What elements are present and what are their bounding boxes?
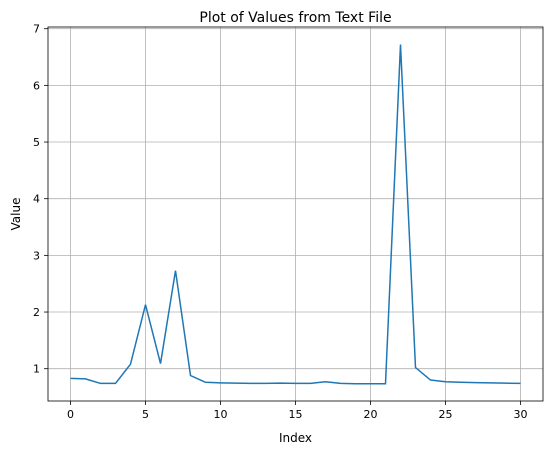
y-tick-label: 1 <box>33 363 40 376</box>
x-axis-ticks: 0 5 10 15 20 25 30 <box>67 401 528 421</box>
x-tick-label: 0 <box>67 408 74 421</box>
x-tick-label: 5 <box>142 408 149 421</box>
y-axis-ticks: 1 2 3 4 5 6 7 <box>33 23 48 376</box>
grid-lines <box>48 27 543 401</box>
x-axis-label: Index <box>279 431 312 445</box>
y-tick-label: 3 <box>33 249 40 262</box>
x-tick-label: 10 <box>214 408 228 421</box>
y-tick-label: 4 <box>33 193 40 206</box>
chart-title: Plot of Values from Text File <box>199 10 391 26</box>
y-tick-label: 6 <box>33 79 40 92</box>
y-tick-label: 7 <box>33 23 40 36</box>
y-tick-label: 2 <box>33 306 40 319</box>
y-tick-label: 5 <box>33 136 40 149</box>
x-tick-label: 30 <box>514 408 528 421</box>
x-tick-label: 25 <box>439 408 453 421</box>
x-tick-label: 15 <box>289 408 303 421</box>
y-axis-label: Value <box>9 198 23 231</box>
x-tick-label: 20 <box>364 408 378 421</box>
